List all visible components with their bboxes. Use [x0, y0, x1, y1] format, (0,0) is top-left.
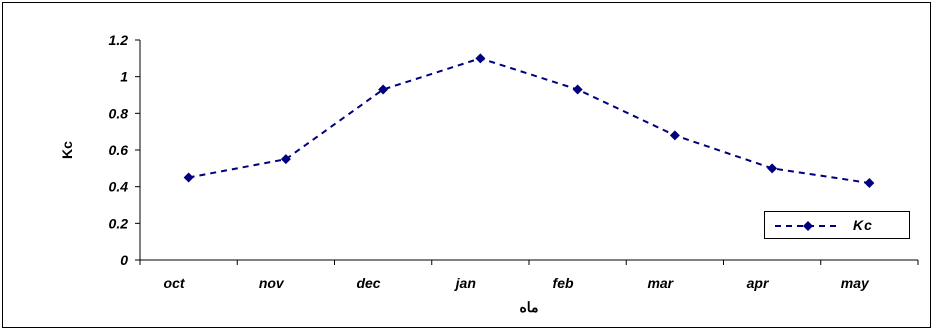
x-tick-label-nov: nov: [259, 275, 285, 291]
x-tick-label-jan: jan: [454, 275, 476, 291]
x-tick-label-may: may: [841, 275, 870, 291]
x-tick-label-oct: oct: [164, 275, 186, 291]
legend: Kc: [764, 211, 910, 239]
data-point-may: [864, 178, 875, 188]
series-kc: [183, 53, 875, 188]
data-point-nov: [280, 154, 291, 165]
data-point-mar: [669, 130, 680, 141]
data-point-dec: [378, 84, 389, 95]
x-axis-title: ماه: [519, 299, 538, 315]
y-tick-label: 0.8: [109, 105, 129, 121]
axes: [135, 39, 919, 265]
y-tick-label: 0: [120, 252, 128, 268]
y-tick-label: 0.6: [109, 142, 129, 158]
data-point-jan: [475, 53, 486, 64]
legend-swatch: [775, 221, 841, 231]
data-point-oct: [183, 172, 194, 183]
y-tick-label: 0.4: [109, 179, 129, 195]
y-tick-label: 1: [120, 69, 128, 85]
data-point-feb: [572, 84, 583, 95]
y-tick-label: 1.2: [109, 32, 129, 48]
tick-labels: 0 0.2 0.4 0.6 0.8 1 1.2 oct nov dec jan feb mar apr ma…: [109, 32, 870, 291]
legend-label-kc: Kc: [853, 217, 873, 233]
x-tick-label-apr: apr: [747, 275, 770, 291]
chart-frame: [2, 2, 931, 328]
y-tick-label: 0.2: [109, 215, 129, 231]
x-tick-label-dec: dec: [356, 275, 380, 291]
y-axis-title: Kc: [59, 141, 75, 159]
legend-marker-swatch: [803, 221, 813, 231]
x-tick-label-mar: mar: [647, 275, 674, 291]
x-tick-label-feb: feb: [553, 275, 574, 291]
series-kc-line: [188, 57, 870, 184]
data-point-apr: [767, 163, 778, 174]
